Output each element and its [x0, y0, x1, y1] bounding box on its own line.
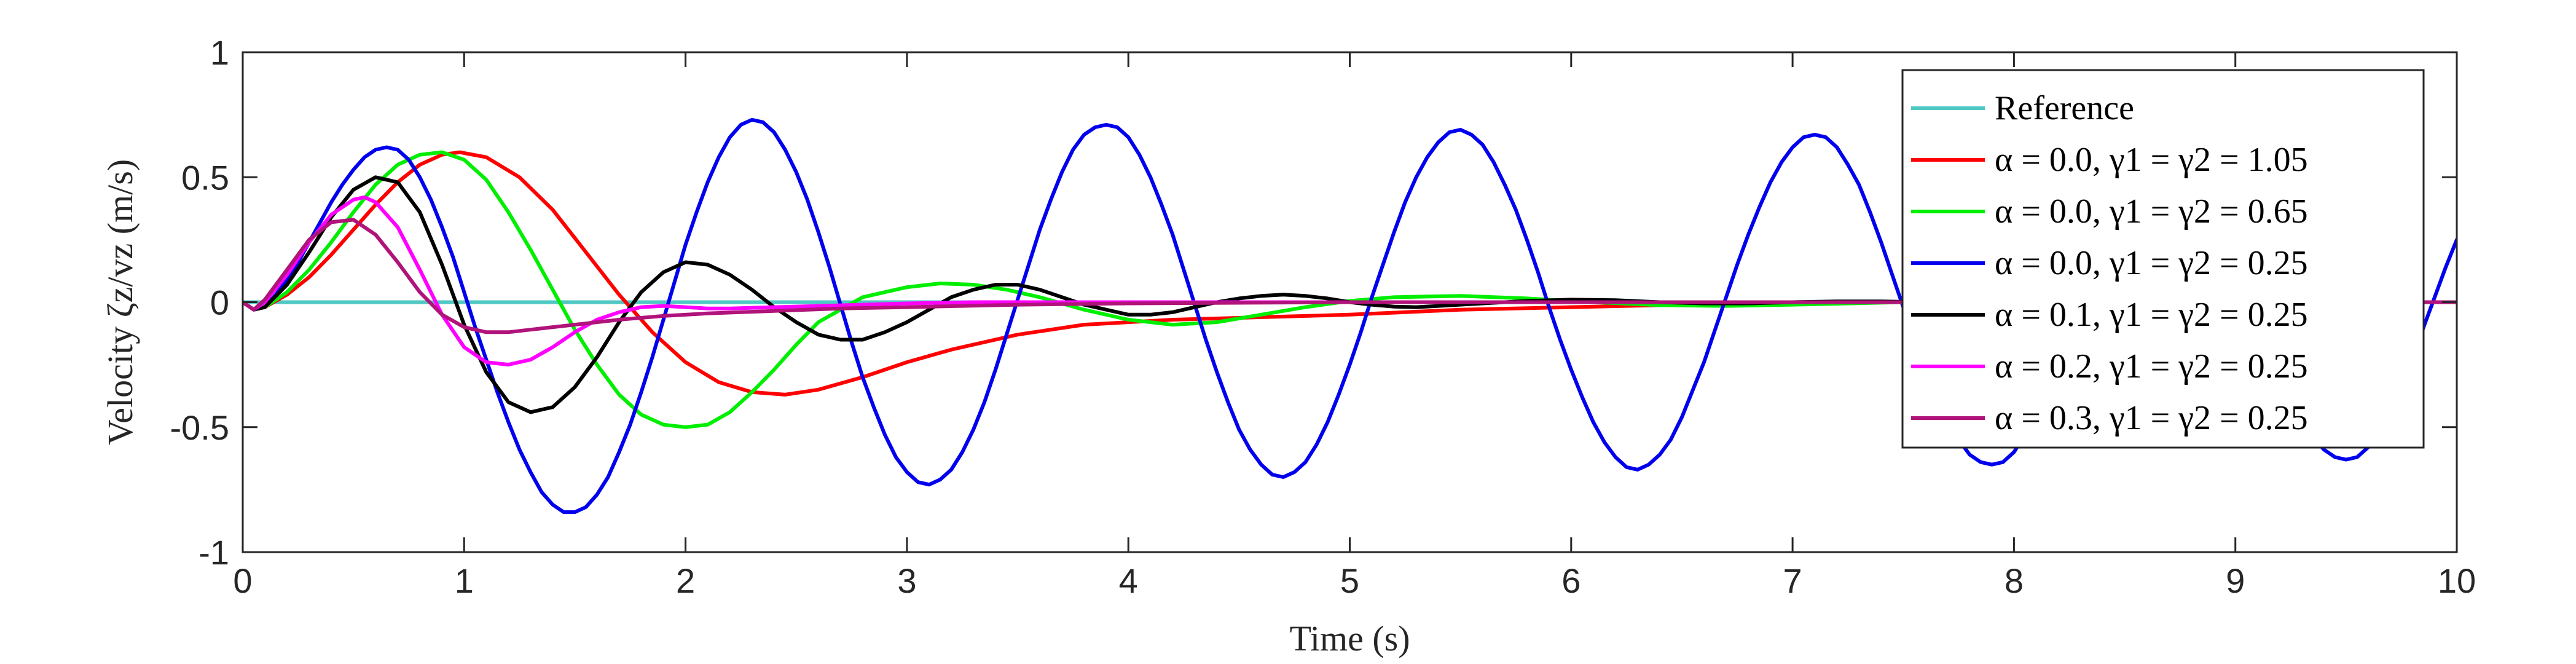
legend-label-2: α = 0.0, γ1 = γ2 = 0.65 [1995, 192, 2308, 231]
legend-label-0: Reference [1995, 89, 2134, 127]
y-tick-label: 1 [210, 33, 229, 72]
x-tick-label: 5 [1340, 561, 1359, 600]
x-tick-label: 6 [1561, 561, 1581, 600]
legend: Reference α = 0.0, γ1 = γ2 = 1.05 α = 0.0,… [1901, 69, 2425, 449]
x-tick-label: 8 [2005, 561, 2024, 600]
legend-label-4: α = 0.1, γ1 = γ2 = 0.25 [1995, 296, 2308, 334]
legend-label-1: α = 0.0, γ1 = γ2 = 1.05 [1995, 141, 2308, 179]
x-axis: 0 1 2 3 4 5 6 7 8 9 10 [233, 52, 2476, 600]
legend-label-3: α = 0.0, γ1 = γ2 = 0.25 [1995, 244, 2308, 282]
x-tick-label: 3 [897, 561, 916, 600]
y-tick-label: 0.5 [181, 158, 229, 197]
x-axis-label: Time (s) [1289, 619, 1410, 658]
series-line-4 [243, 175, 2457, 414]
legend-label-5: α = 0.2, γ1 = γ2 = 0.25 [1995, 347, 2308, 385]
legend-box [1901, 69, 2425, 449]
y-axis: -1 -0.5 0 0.5 1 [170, 33, 2457, 572]
x-tick-label: 2 [676, 561, 695, 600]
x-tick-label: 9 [2226, 561, 2245, 600]
y-axis-label: Velocity ζz/vz (m/s) [100, 159, 140, 445]
series-line-5 [243, 195, 2457, 367]
x-tick-label: 0 [233, 561, 252, 600]
x-tick-label: 7 [1783, 561, 1802, 600]
x-tick-label: 4 [1119, 561, 1138, 600]
legend-label-6: α = 0.3, γ1 = γ2 = 0.25 [1995, 399, 2308, 437]
y-tick-label: -0.5 [170, 408, 230, 447]
series-line-6 [243, 218, 2457, 334]
y-tick-label: 0 [210, 283, 229, 322]
series-line-1 [243, 150, 2457, 397]
x-tick-label: 1 [455, 561, 474, 600]
x-tick-label: 10 [2438, 561, 2476, 600]
y-tick-label: -1 [198, 533, 229, 572]
